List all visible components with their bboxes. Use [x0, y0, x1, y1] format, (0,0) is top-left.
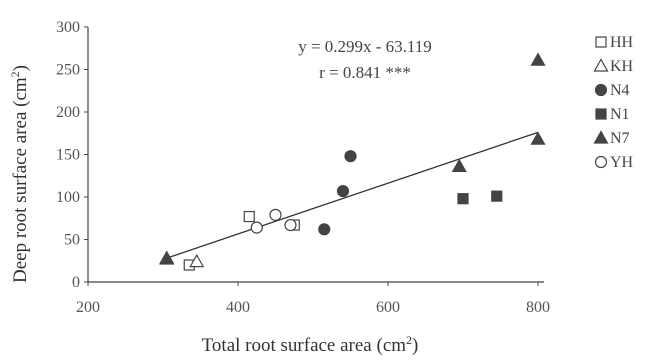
data-point-n7: [451, 158, 467, 172]
y-tick-label: 100: [56, 189, 80, 206]
x-tick-label: 800: [526, 299, 550, 316]
x-tick-label: 400: [226, 299, 250, 316]
correlation-coefficient: r = 0.841 ***: [319, 63, 411, 82]
y-axis-title: Deep root surface area (cm2): [8, 65, 31, 283]
y-tick-label: 50: [64, 232, 80, 249]
data-point-n1: [457, 193, 469, 205]
data-point-n4: [318, 223, 331, 236]
y-tick-label: 300: [56, 19, 80, 36]
legend-label-n1: N1: [610, 106, 630, 123]
legend-marker-n4: [594, 83, 608, 97]
legend-label-hh: HH: [610, 34, 634, 51]
legend-label-kh: KH: [610, 58, 634, 75]
data-point-yh: [269, 208, 282, 221]
y-tick-label: 250: [56, 62, 80, 79]
legend: HH KH N4 N1 N7 YH: [593, 34, 634, 171]
regression-equation: y = 0.299x - 63.119: [298, 37, 432, 56]
data-point-n4: [344, 150, 357, 163]
legend-label-n4: N4: [610, 82, 630, 99]
data-point-n7: [530, 52, 546, 66]
legend-marker-kh: [593, 58, 609, 72]
axes: [87, 27, 544, 283]
data-points: [159, 52, 546, 271]
x-tick-label: 600: [376, 299, 400, 316]
trendline: [166, 131, 539, 259]
data-point-n1: [491, 190, 503, 202]
data-point-yh: [250, 221, 263, 234]
data-point-n4: [336, 184, 350, 198]
data-point-hh: [243, 210, 255, 223]
x-axis-title: Total root surface area (cm2): [202, 333, 419, 356]
data-point-yh: [284, 218, 297, 232]
y-tick-label: 0: [72, 274, 80, 291]
data-point-n7: [159, 250, 175, 264]
legend-label-n7: N7: [610, 130, 630, 147]
legend-marker-n7: [593, 130, 609, 144]
data-point-kh: [189, 253, 205, 268]
legend-marker-hh: [595, 36, 607, 48]
legend-marker-yh: [594, 155, 608, 169]
y-tick-label: 200: [56, 104, 80, 121]
legend-marker-n1: [595, 108, 607, 120]
tick-labels: 200 400 600 800 0 50 100 150 200 250 300: [56, 19, 550, 316]
data-point-n7: [530, 131, 546, 145]
y-tick-label: 150: [56, 147, 80, 164]
legend-label-yh: YH: [610, 154, 634, 171]
x-tick-label: 200: [76, 299, 100, 316]
